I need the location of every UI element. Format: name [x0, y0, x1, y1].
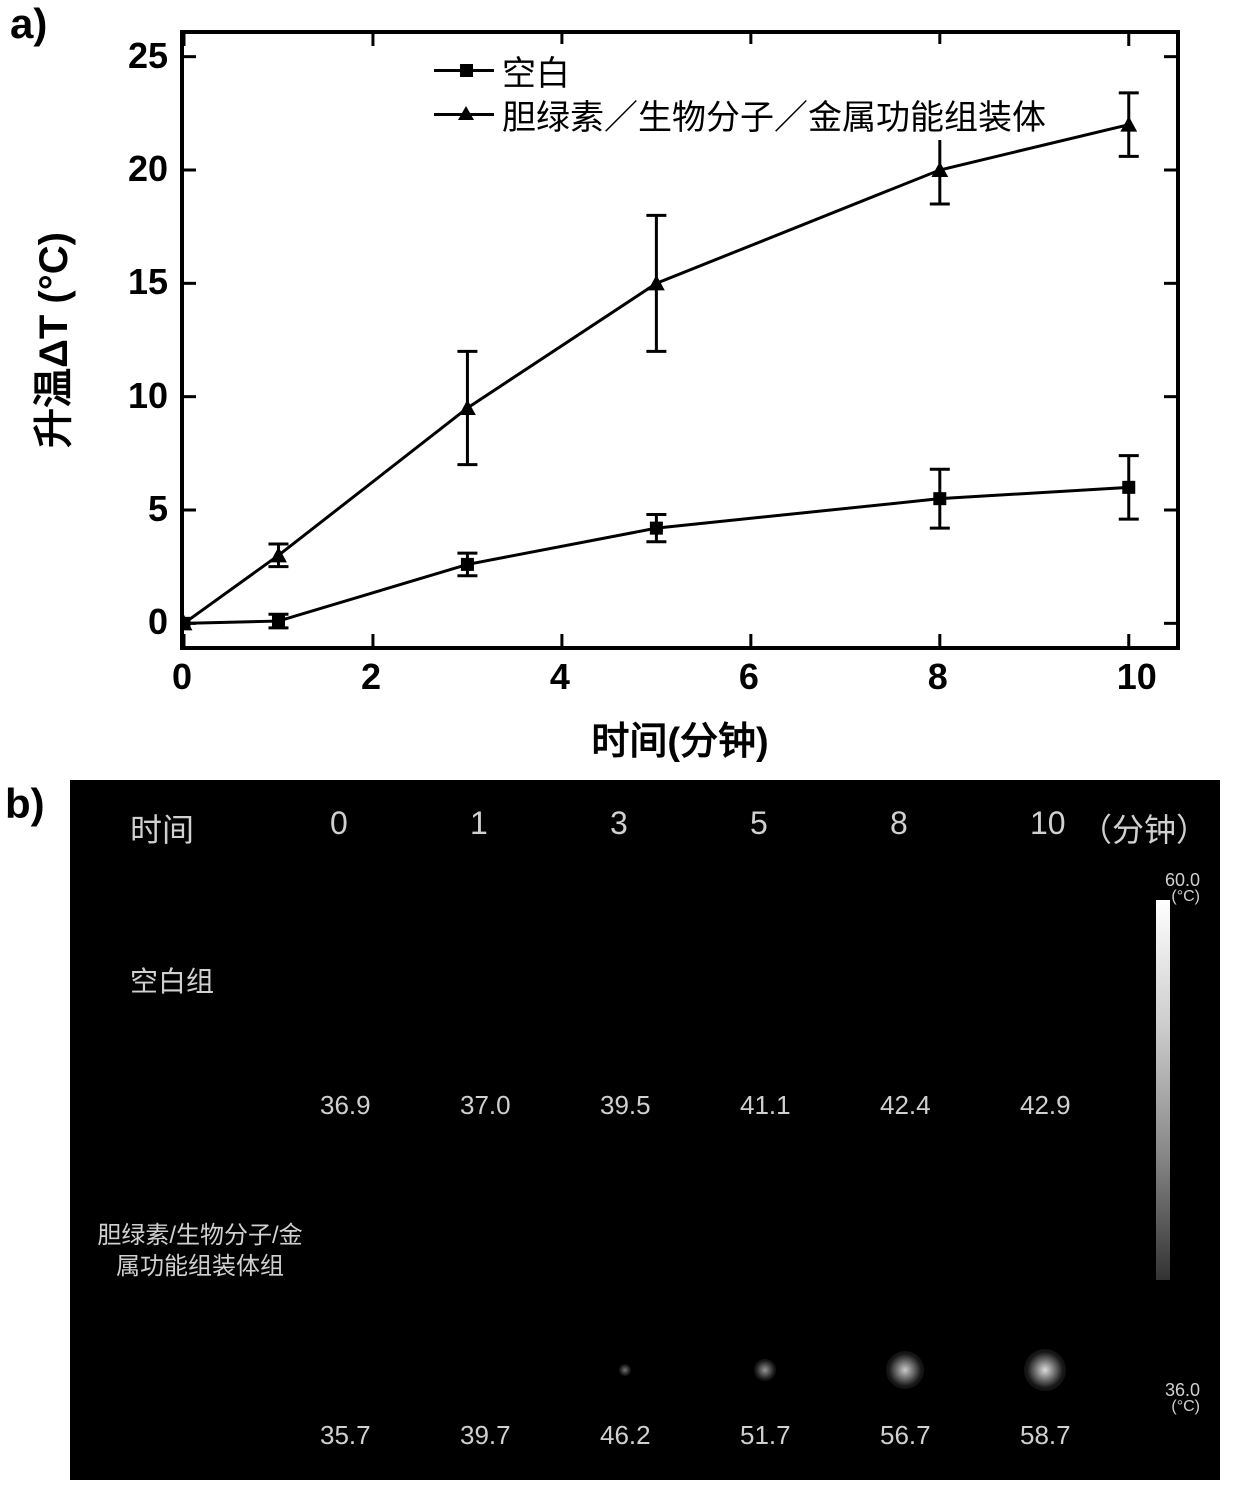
x-tick-label: 10 — [1117, 656, 1157, 698]
colorbar — [1156, 900, 1170, 1280]
legend-row: 空白 — [434, 48, 1046, 92]
colorbar-unit-top: (°C) — [1171, 888, 1200, 906]
temperature-value: 42.9 — [1020, 1090, 1071, 1121]
thermal-hotspot-icon — [1024, 1349, 1066, 1391]
y-tick-label: 10 — [128, 375, 168, 417]
legend-label: 空白 — [502, 46, 570, 95]
thermal-hotspot-icon — [619, 1364, 631, 1376]
time-column-header: 10 — [1030, 805, 1066, 842]
thermal-hotspot-icon — [886, 1351, 924, 1389]
temperature-value: 41.1 — [740, 1090, 791, 1121]
x-axis-label: 时间(分钟) — [591, 710, 768, 765]
panel-b: b) 时间 0 1 3 5 8 10 （分钟） 空白组 36.9 37.0 39.5 41.1 4… — [0, 780, 1240, 1500]
temperature-value: 51.7 — [740, 1420, 791, 1451]
x-tick-label: 4 — [550, 656, 570, 698]
time-unit-label: （分钟） — [1080, 805, 1208, 851]
temperature-value: 37.0 — [460, 1090, 511, 1121]
chart-plot-area: 空白 胆绿素／生物分子／金属功能组装体 — [180, 30, 1180, 650]
thermal-image-panel: 时间 0 1 3 5 8 10 （分钟） 空白组 36.9 37.0 39.5 41.1 42.4… — [70, 780, 1220, 1480]
y-tick-label: 15 — [128, 261, 168, 303]
temperature-value: 35.7 — [320, 1420, 371, 1451]
triangle-marker-icon — [458, 106, 474, 120]
y-tick-label: 25 — [128, 35, 168, 77]
legend-label: 胆绿素／生物分子／金属功能组装体 — [502, 90, 1046, 139]
x-tick-label: 0 — [172, 656, 192, 698]
temperature-value: 39.7 — [460, 1420, 511, 1451]
row-label-blank: 空白组 — [130, 960, 214, 1000]
square-marker-icon — [460, 64, 473, 77]
panel-a-label: a) — [10, 0, 47, 48]
panel-a: a) 空白 胆绿素／生物分子／金属功能组装体 升温ΔT (°C) 时间(分钟) … — [0, 0, 1240, 760]
y-tick-label: 0 — [148, 601, 168, 643]
legend-line-icon — [434, 113, 494, 116]
temperature-value: 56.7 — [880, 1420, 931, 1451]
time-column-header: 8 — [890, 805, 908, 842]
x-tick-label: 2 — [361, 656, 381, 698]
y-tick-label: 5 — [148, 488, 168, 530]
temperature-value: 58.7 — [1020, 1420, 1071, 1451]
time-column-header: 1 — [470, 805, 488, 842]
temperature-value: 42.4 — [880, 1090, 931, 1121]
temperature-value: 46.2 — [600, 1420, 651, 1451]
row-label-sample: 胆绿素/生物分子/金属功能组装体组 — [90, 1220, 310, 1282]
y-tick-label: 20 — [128, 148, 168, 190]
thermal-hotspot-icon — [754, 1359, 776, 1381]
x-tick-label: 6 — [739, 656, 759, 698]
time-column-header: 3 — [610, 805, 628, 842]
time-column-header: 5 — [750, 805, 768, 842]
colorbar-unit-bot: (°C) — [1171, 1398, 1200, 1416]
x-tick-label: 8 — [928, 656, 948, 698]
time-column-header: 0 — [330, 805, 348, 842]
legend-row: 胆绿素／生物分子／金属功能组装体 — [434, 92, 1046, 136]
time-header-label: 时间 — [130, 805, 194, 851]
temperature-value: 39.5 — [600, 1090, 651, 1121]
temperature-value: 36.9 — [320, 1090, 371, 1121]
chart-legend: 空白 胆绿素／生物分子／金属功能组装体 — [424, 44, 1056, 140]
y-axis-label: 升温ΔT (°C) — [21, 232, 79, 448]
legend-line-icon — [434, 69, 494, 72]
panel-b-label: b) — [5, 780, 45, 828]
